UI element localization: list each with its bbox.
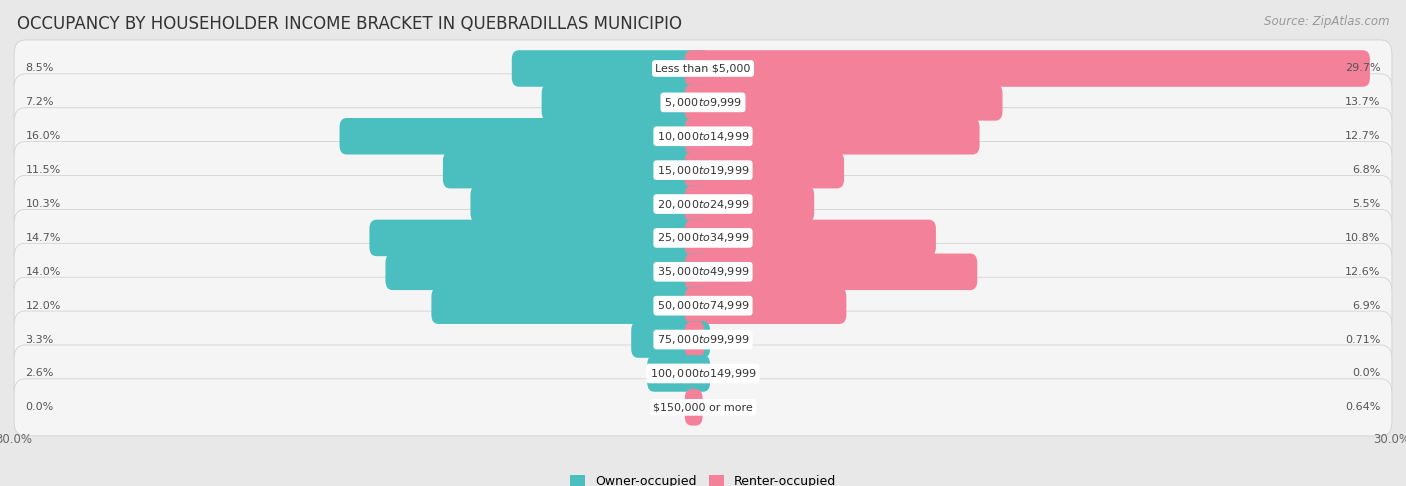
- FancyBboxPatch shape: [541, 84, 710, 121]
- Text: 14.0%: 14.0%: [25, 267, 60, 277]
- FancyBboxPatch shape: [685, 254, 977, 290]
- Text: 8.5%: 8.5%: [25, 64, 53, 73]
- Text: 0.64%: 0.64%: [1346, 402, 1381, 412]
- Text: 29.7%: 29.7%: [1344, 64, 1381, 73]
- FancyBboxPatch shape: [685, 389, 703, 426]
- FancyBboxPatch shape: [14, 311, 1392, 368]
- Text: OCCUPANCY BY HOUSEHOLDER INCOME BRACKET IN QUEBRADILLAS MUNICIPIO: OCCUPANCY BY HOUSEHOLDER INCOME BRACKET …: [17, 15, 682, 33]
- Text: 6.9%: 6.9%: [1353, 301, 1381, 311]
- FancyBboxPatch shape: [685, 118, 980, 155]
- Text: 13.7%: 13.7%: [1346, 97, 1381, 107]
- FancyBboxPatch shape: [14, 209, 1392, 266]
- FancyBboxPatch shape: [443, 152, 710, 189]
- Text: $15,000 to $19,999: $15,000 to $19,999: [657, 164, 749, 176]
- Text: 12.6%: 12.6%: [1346, 267, 1381, 277]
- FancyBboxPatch shape: [685, 50, 1369, 87]
- Text: 7.2%: 7.2%: [25, 97, 53, 107]
- FancyBboxPatch shape: [685, 152, 844, 189]
- FancyBboxPatch shape: [432, 287, 710, 324]
- Text: 12.0%: 12.0%: [25, 301, 60, 311]
- FancyBboxPatch shape: [471, 186, 710, 222]
- Text: $150,000 or more: $150,000 or more: [654, 402, 752, 412]
- FancyBboxPatch shape: [685, 287, 846, 324]
- FancyBboxPatch shape: [685, 186, 814, 222]
- Text: Less than $5,000: Less than $5,000: [655, 64, 751, 73]
- Text: $10,000 to $14,999: $10,000 to $14,999: [657, 130, 749, 143]
- FancyBboxPatch shape: [14, 243, 1392, 300]
- FancyBboxPatch shape: [14, 175, 1392, 232]
- Text: $50,000 to $74,999: $50,000 to $74,999: [657, 299, 749, 312]
- FancyBboxPatch shape: [385, 254, 710, 290]
- Text: 3.3%: 3.3%: [25, 334, 53, 345]
- Text: 10.3%: 10.3%: [25, 199, 60, 209]
- Text: 10.8%: 10.8%: [1346, 233, 1381, 243]
- FancyBboxPatch shape: [685, 84, 1002, 121]
- Text: 0.0%: 0.0%: [25, 402, 53, 412]
- FancyBboxPatch shape: [685, 220, 936, 256]
- FancyBboxPatch shape: [631, 321, 710, 358]
- Text: 11.5%: 11.5%: [25, 165, 60, 175]
- FancyBboxPatch shape: [14, 74, 1392, 131]
- FancyBboxPatch shape: [14, 379, 1392, 436]
- Text: 5.5%: 5.5%: [1353, 199, 1381, 209]
- FancyBboxPatch shape: [340, 118, 710, 155]
- Text: 0.71%: 0.71%: [1346, 334, 1381, 345]
- FancyBboxPatch shape: [14, 345, 1392, 402]
- Text: 2.6%: 2.6%: [25, 368, 53, 379]
- Text: Source: ZipAtlas.com: Source: ZipAtlas.com: [1264, 15, 1389, 28]
- Text: $100,000 to $149,999: $100,000 to $149,999: [650, 367, 756, 380]
- Text: $75,000 to $99,999: $75,000 to $99,999: [657, 333, 749, 346]
- Text: 0.0%: 0.0%: [1353, 368, 1381, 379]
- Text: 12.7%: 12.7%: [1346, 131, 1381, 141]
- Text: 6.8%: 6.8%: [1353, 165, 1381, 175]
- FancyBboxPatch shape: [14, 40, 1392, 97]
- Text: 16.0%: 16.0%: [25, 131, 60, 141]
- FancyBboxPatch shape: [685, 321, 704, 358]
- FancyBboxPatch shape: [370, 220, 710, 256]
- FancyBboxPatch shape: [14, 108, 1392, 165]
- Text: 14.7%: 14.7%: [25, 233, 60, 243]
- FancyBboxPatch shape: [14, 141, 1392, 199]
- Text: $35,000 to $49,999: $35,000 to $49,999: [657, 265, 749, 278]
- Legend: Owner-occupied, Renter-occupied: Owner-occupied, Renter-occupied: [569, 475, 837, 486]
- FancyBboxPatch shape: [14, 277, 1392, 334]
- Text: $5,000 to $9,999: $5,000 to $9,999: [664, 96, 742, 109]
- Text: $25,000 to $34,999: $25,000 to $34,999: [657, 231, 749, 244]
- FancyBboxPatch shape: [512, 50, 710, 87]
- FancyBboxPatch shape: [647, 355, 710, 392]
- Text: $20,000 to $24,999: $20,000 to $24,999: [657, 197, 749, 210]
